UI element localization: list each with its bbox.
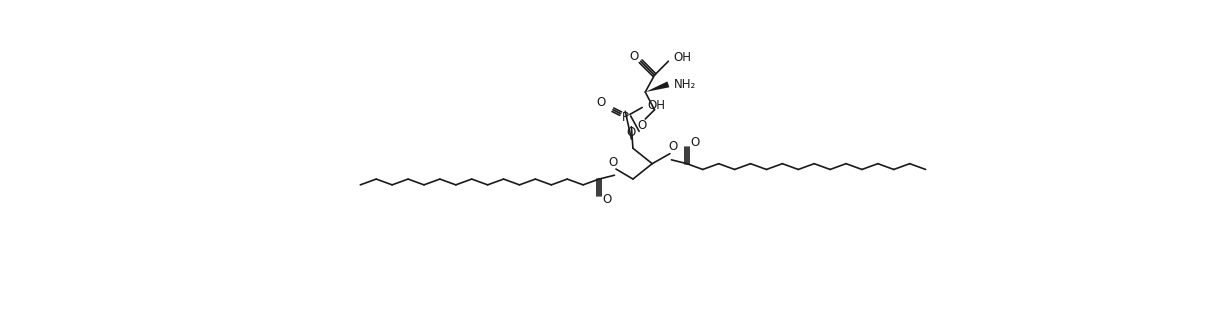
Polygon shape [645, 81, 670, 92]
Text: P: P [622, 111, 628, 124]
Text: O: O [630, 50, 638, 63]
Text: O: O [691, 136, 699, 149]
Text: O: O [669, 140, 677, 153]
Text: O: O [627, 126, 636, 139]
Text: NH₂: NH₂ [675, 78, 697, 91]
Text: O: O [609, 156, 617, 169]
Text: OH: OH [647, 100, 665, 113]
Text: O: O [597, 96, 606, 108]
Text: O: O [603, 193, 611, 206]
Text: O: O [638, 119, 647, 132]
Text: OH: OH [673, 51, 692, 64]
